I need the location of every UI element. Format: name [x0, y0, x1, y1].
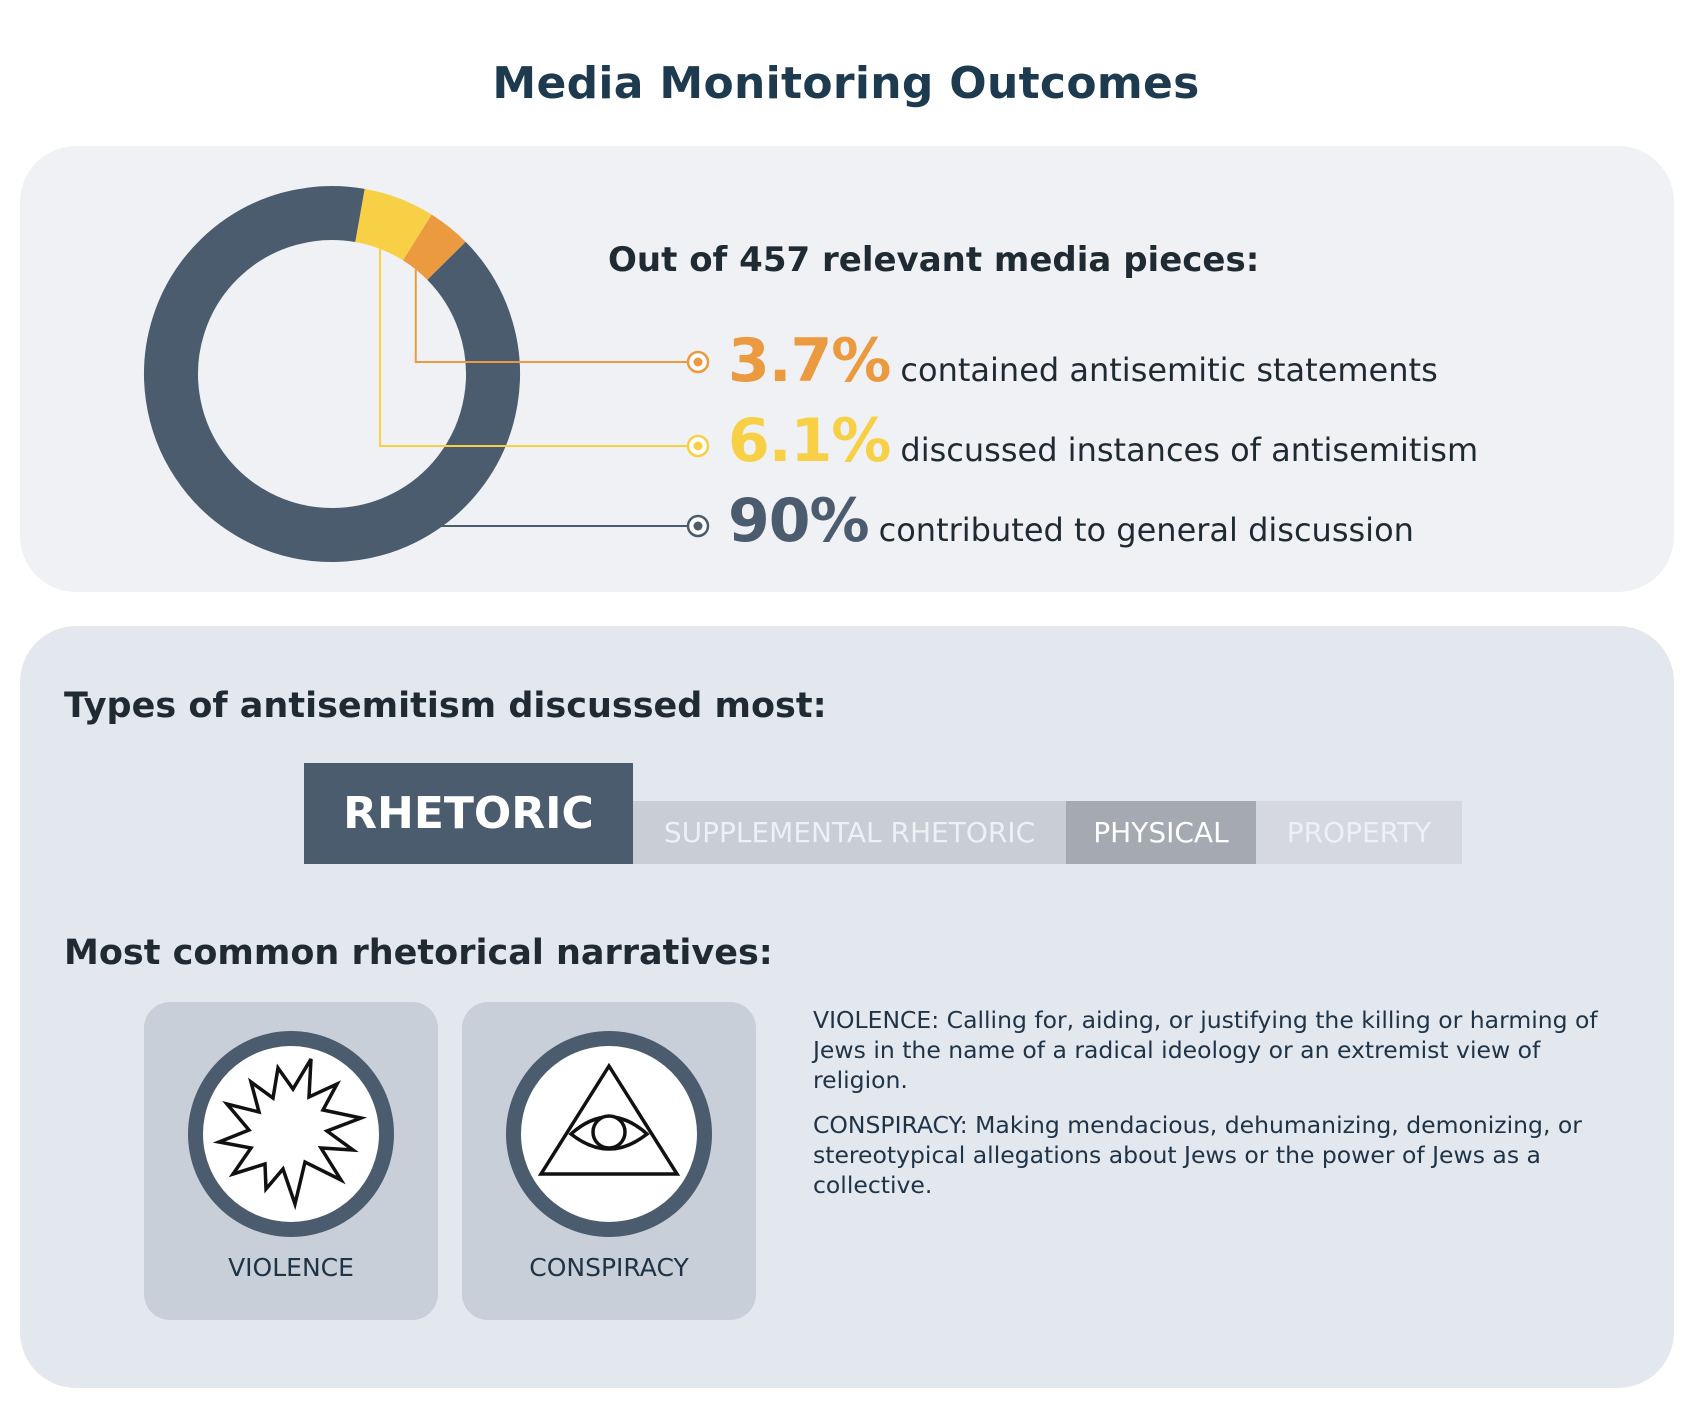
leader-line: [379, 248, 688, 447]
donut-slice: [402, 214, 466, 281]
page-title: Media Monitoring Outcomes: [492, 58, 1200, 109]
narrative-card-violence: VIOLENCE: [144, 1002, 438, 1320]
type-supplemental-rhetoric: SUPPLEMENTAL RHETORIC: [633, 801, 1066, 864]
type-property: PROPERTY: [1256, 801, 1462, 864]
definition-violence: VIOLENCE: Calling for, aiding, or justif…: [813, 1006, 1598, 1094]
card-label: CONSPIRACY: [529, 1253, 689, 1282]
leader-marker: [686, 434, 710, 458]
narratives-heading: Most common rhetorical narratives:: [64, 933, 773, 973]
stat-row-general: 90% contributed to general discussion: [728, 486, 1414, 556]
narrative-definitions: VIOLENCE: Calling for, aiding, or justif…: [813, 1005, 1633, 1215]
stat-text: discussed instances of antisemitism: [900, 431, 1479, 469]
card-label: VIOLENCE: [228, 1253, 354, 1282]
explosion-icon: [188, 1031, 394, 1237]
definition-conspiracy: CONSPIRACY: Making mendacious, dehumaniz…: [813, 1111, 1582, 1199]
types-heading: Types of antisemitism discussed most:: [64, 686, 827, 726]
stat-text: contributed to general discussion: [878, 511, 1414, 549]
leader-line: [414, 269, 688, 363]
summary-intro: Out of 457 relevant media pieces:: [608, 240, 1260, 280]
donut-slice: [354, 188, 432, 261]
type-rhetoric: RHETORIC: [304, 763, 633, 864]
type-physical: PHYSICAL: [1066, 801, 1256, 864]
stat-value: 6.1%: [728, 406, 891, 476]
donut-chart: [144, 186, 710, 562]
stat-value: 3.7%: [728, 326, 891, 396]
stat-text: contained antisemitic statements: [900, 351, 1438, 389]
stat-row-statements: 3.7% contained antisemitic statements: [728, 326, 1438, 396]
donut-slice: [144, 186, 520, 562]
narrative-card-conspiracy: CONSPIRACY: [462, 1002, 756, 1320]
eye-of-providence-icon: [506, 1031, 712, 1237]
stat-row-instances: 6.1% discussed instances of antisemitism: [728, 406, 1478, 476]
leader-marker: [686, 514, 710, 538]
stat-value: 90%: [728, 486, 870, 556]
leader-marker: [686, 350, 710, 374]
